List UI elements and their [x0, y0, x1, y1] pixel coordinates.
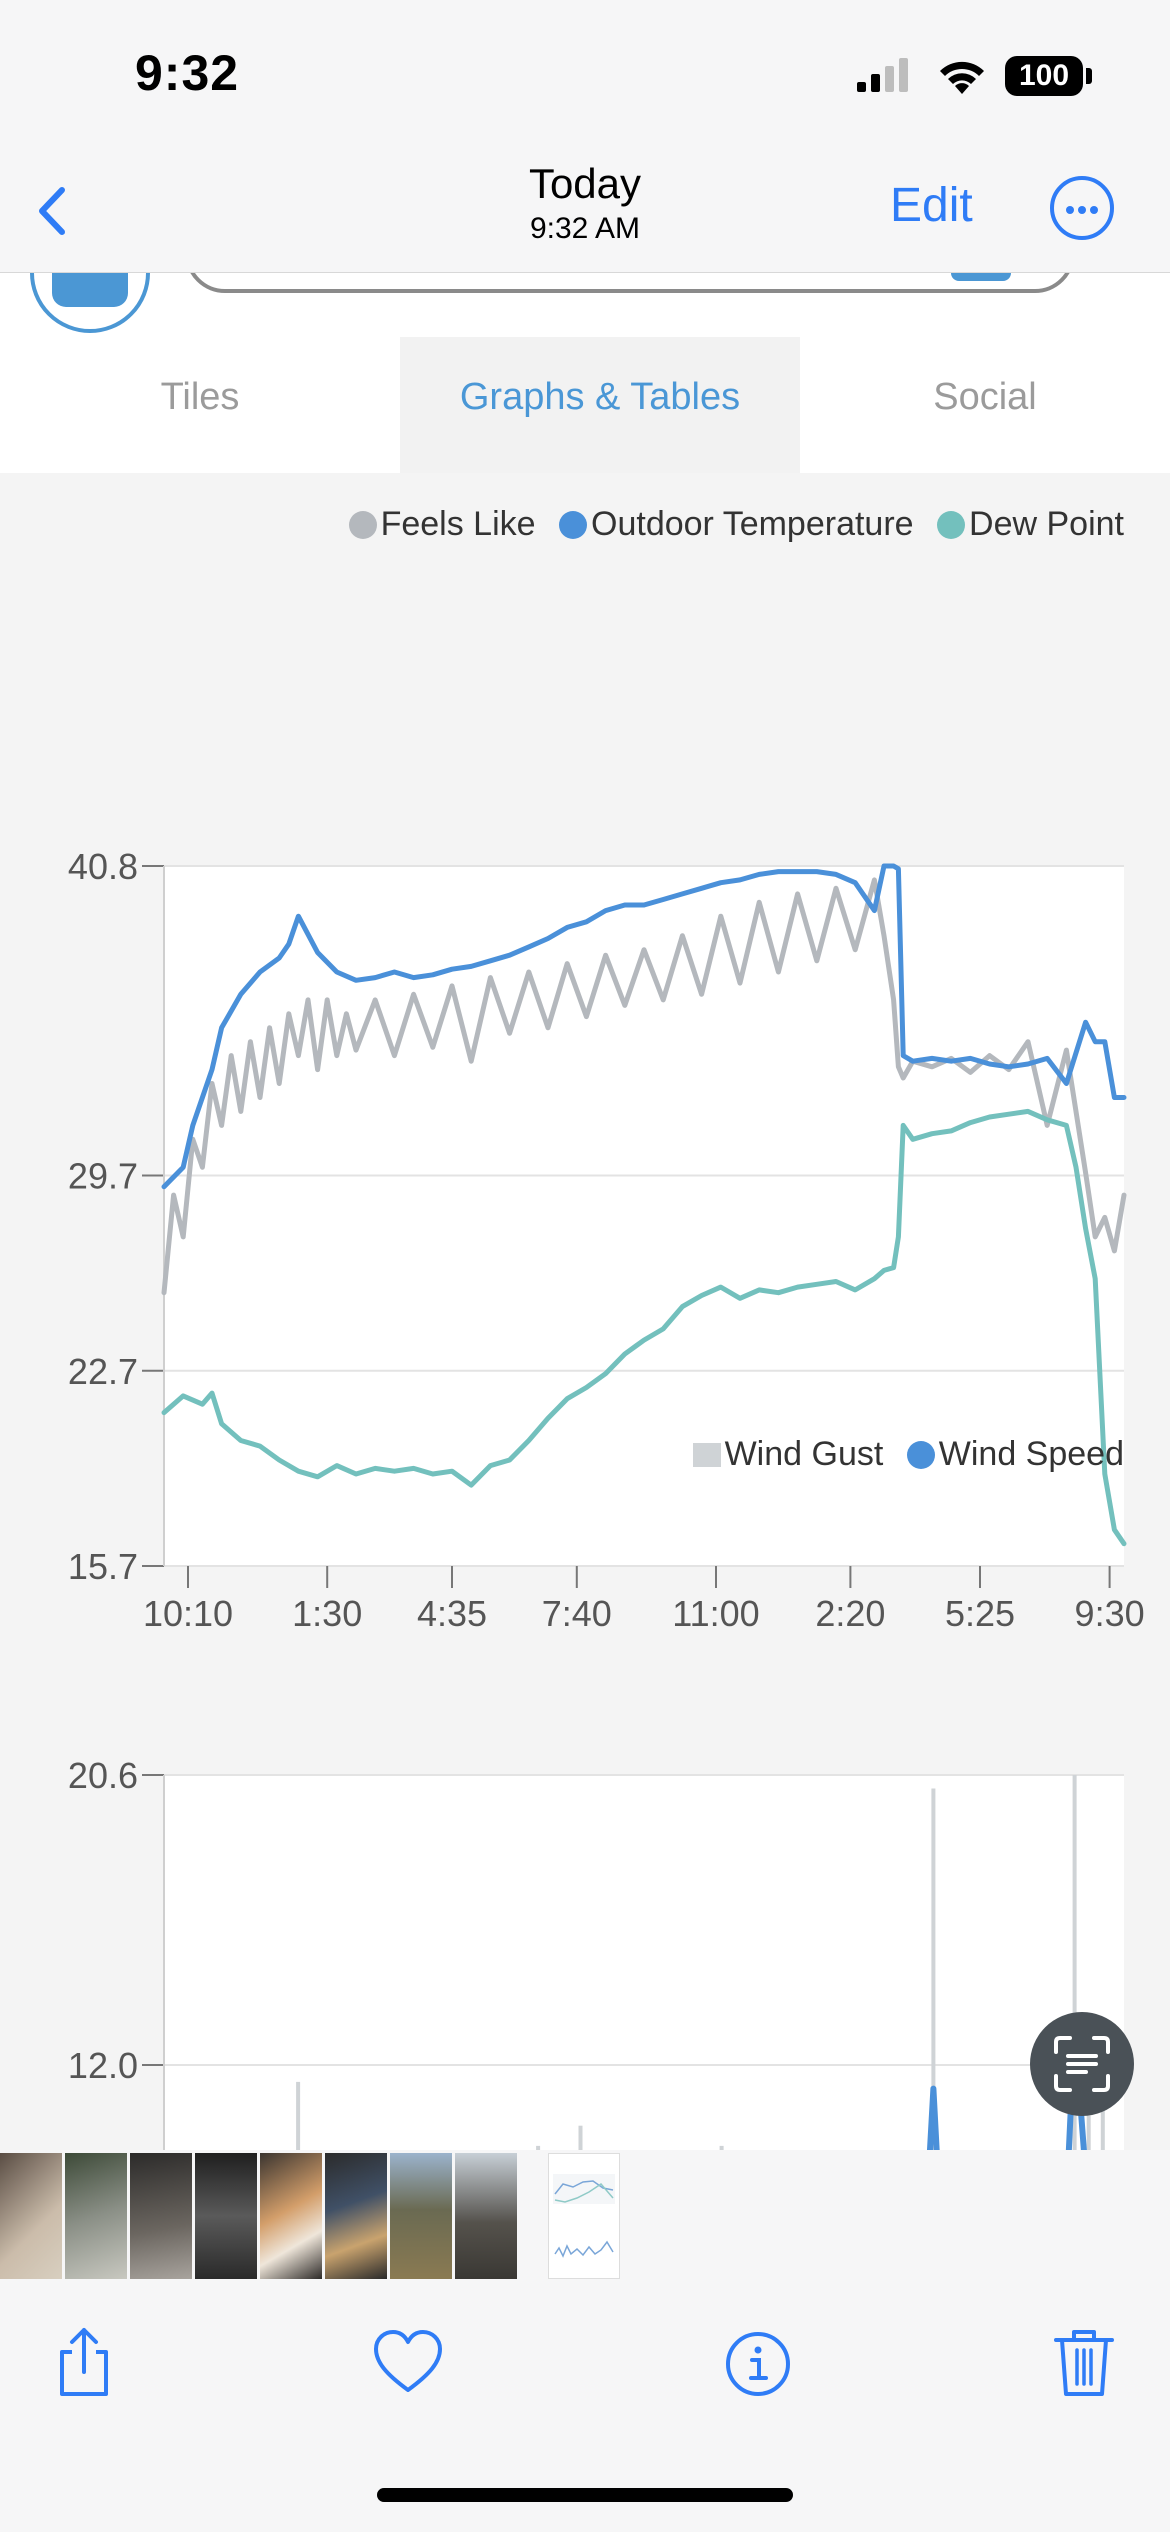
y-tick-label: 20.6	[68, 1755, 138, 1796]
wind-gust-bar	[1072, 1775, 1077, 2150]
y-tick-label: 12.0	[68, 2045, 138, 2086]
legend-square	[692, 1443, 721, 1467]
temperature-chart-legend: Feels Like Outdoor Temperature Dew Point	[335, 505, 1124, 544]
info-icon[interactable]	[718, 2322, 798, 2402]
search-bar	[185, 273, 1075, 293]
nav-title: Today	[528, 160, 642, 207]
legend-label: Dew Point	[969, 505, 1124, 543]
legend-label: Wind Speed	[938, 1435, 1124, 1473]
series-line-dew-point	[161, 1108, 1127, 1547]
x-tick-label: 1:30	[292, 1593, 362, 1633]
legend-label: Feels Like	[380, 505, 536, 543]
plot-area	[164, 1775, 1124, 2150]
wind-gust-bar	[1086, 2115, 1091, 2150]
share-icon[interactable]	[44, 2322, 124, 2402]
wind-gust-bar	[719, 2145, 724, 2150]
home-indicator	[377, 2488, 793, 2502]
x-tick-label: 5:25	[945, 1593, 1015, 1633]
navigation-bar: Today 9:32 AM Edit	[0, 160, 1170, 273]
x-tick-label: 7:40	[542, 1593, 612, 1633]
live-text-scan-icon	[1054, 2036, 1110, 2092]
edit-button[interactable]: Edit	[890, 179, 973, 232]
wind-gust-bar	[536, 2145, 541, 2150]
chevron-left-icon[interactable]	[20, 176, 90, 246]
tab-tiles[interactable]: Tiles	[160, 376, 240, 418]
thumbnail[interactable]	[0, 2153, 62, 2279]
legend-item-feels-like: Feels Like	[348, 505, 536, 544]
top-area: Tiles Graphs & Tables Social	[0, 273, 1170, 473]
x-tick-label: 11:00	[672, 1593, 759, 1633]
wind-gust-bar	[578, 2125, 583, 2150]
status-time: 9:32	[135, 45, 240, 101]
x-tick-label: 10:10	[143, 1593, 233, 1633]
legend-item-wind-gust: Wind Gust	[692, 1435, 884, 1474]
series-line-outdoor-temperature	[161, 863, 1127, 1190]
y-tick-label: 15.7	[68, 1546, 138, 1587]
thumbnail[interactable]	[455, 2153, 517, 2279]
y-tick-label: 22.7	[68, 1351, 138, 1392]
legend-label: Outdoor Temperature	[591, 505, 914, 543]
heart-icon[interactable]	[368, 2322, 448, 2402]
nav-subtitle: 9:32 AM	[529, 212, 641, 245]
cellular-signal-icon	[857, 58, 908, 92]
photo-thumbnail-strip[interactable]	[0, 2150, 1170, 2282]
legend-item-dew-point: Dew Point	[937, 505, 1124, 544]
battery-tip	[1086, 68, 1092, 84]
legend-item-outdoor-temperature: Outdoor Temperature	[559, 505, 914, 544]
live-text-scan-button[interactable]	[1030, 2012, 1134, 2116]
legend-dot	[559, 511, 588, 539]
tab-social[interactable]: Social	[933, 376, 1037, 418]
thumbnail-current[interactable]	[548, 2153, 620, 2279]
legend-item-wind-speed: Wind Speed	[906, 1435, 1124, 1474]
legend-label: Wind Gust	[724, 1435, 884, 1473]
thumbnail[interactable]	[390, 2153, 452, 2279]
wind-chart: 20.612.06.0	[68, 1755, 1124, 2150]
legend-dot	[906, 1441, 935, 1469]
trash-icon[interactable]	[1044, 2322, 1124, 2402]
thumbnail[interactable]	[195, 2153, 257, 2279]
legend-dot	[937, 511, 966, 539]
y-tick-label: 29.7	[68, 1156, 138, 1197]
plot-area	[164, 866, 1124, 1566]
thumbnail-chart-preview	[553, 2174, 615, 2258]
wind-gust-bar	[931, 1788, 936, 2150]
wifi-icon	[940, 61, 984, 94]
status-bar: 9:32 100	[0, 0, 1170, 160]
thumbnail[interactable]	[65, 2153, 127, 2279]
thumbnail[interactable]	[325, 2153, 387, 2279]
avatar	[30, 273, 150, 333]
screenshot-content: Tiles Graphs & Tables Social Feels Like …	[0, 273, 1170, 2150]
tab-bar: Tiles Graphs & Tables Social	[0, 337, 1170, 473]
battery-indicator: 100	[1005, 56, 1083, 96]
wind-gust-bar	[296, 2081, 301, 2150]
wind-chart-legend: Wind Gust Wind Speed	[679, 1435, 1124, 1474]
thumbnail[interactable]	[260, 2153, 322, 2279]
x-tick-label: 9:30	[1075, 1593, 1145, 1633]
ellipsis-circle-icon[interactable]	[1050, 176, 1114, 240]
tab-graphs-tables[interactable]: Graphs & Tables	[400, 337, 800, 473]
thumbnail[interactable]	[130, 2153, 192, 2279]
x-tick-label: 4:35	[417, 1593, 487, 1633]
x-tick-label: 2:20	[815, 1593, 885, 1633]
temperature-chart: 40.8 29.7 22.7 15.710:10 1:30 4:35 7:40 11:00 2:…	[68, 846, 1145, 1633]
y-tick-label: 40.8	[68, 846, 138, 887]
legend-dot	[348, 511, 377, 539]
